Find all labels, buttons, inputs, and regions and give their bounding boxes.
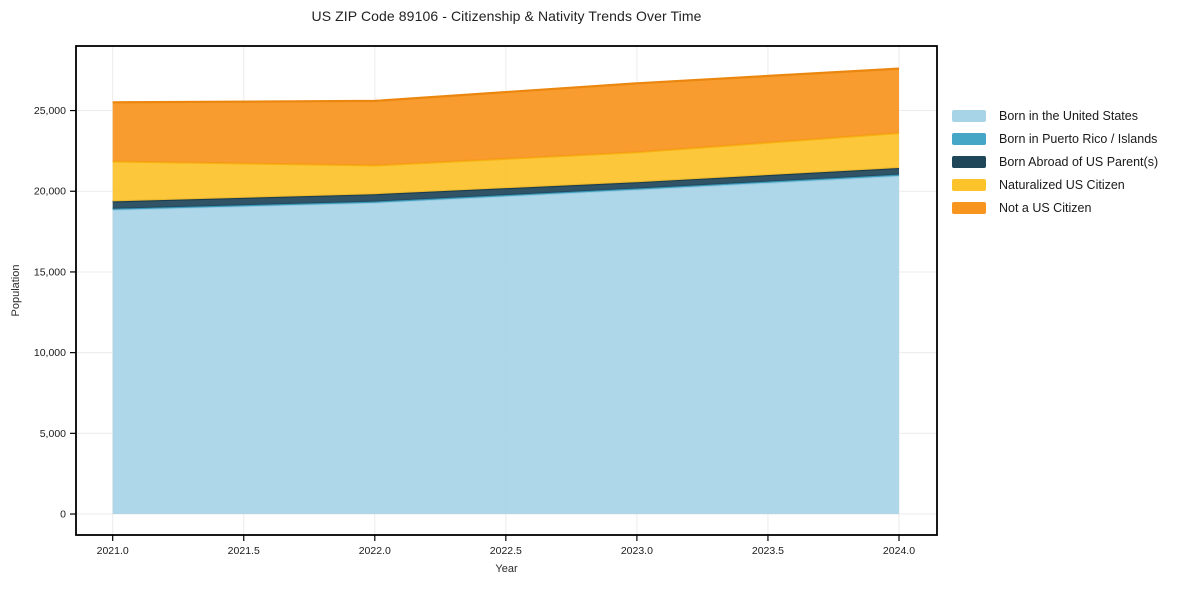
legend-swatch-icon	[952, 109, 986, 122]
x-tick-label: 2023.0	[621, 545, 653, 557]
x-tick-label: 2024.0	[883, 545, 915, 557]
chart-legend: Born in the United States Born in Puerto …	[952, 104, 1158, 219]
x-tick-label: 2022.5	[490, 545, 522, 557]
legend-item-born-abroad-of-us-parent-s: Born Abroad of US Parent(s)	[952, 150, 1158, 173]
plot-frame	[75, 45, 938, 536]
legend-swatch-icon	[952, 178, 986, 191]
y-tick-label: 20,000	[34, 186, 66, 198]
legend-label: Not a US Citizen	[999, 200, 1092, 215]
area-band-not-a-us-citizen	[112, 68, 899, 166]
y-tick-label: 5,000	[40, 428, 66, 440]
x-tick-label: 2021.0	[97, 545, 129, 557]
legend-label: Naturalized US Citizen	[999, 177, 1125, 192]
y-tick-label: 15,000	[34, 266, 66, 278]
x-tick-label: 2021.5	[228, 545, 260, 557]
legend-swatch-icon	[952, 201, 986, 214]
area-band-naturalized-us-citizen	[112, 133, 899, 202]
y-tick-label: 0	[60, 509, 66, 521]
x-axis-label: Year	[495, 563, 518, 575]
legend-label: Born in Puerto Rico / Islands	[999, 131, 1158, 146]
y-tick-label: 25,000	[34, 105, 66, 117]
legend-item-naturalized-us-citizen: Naturalized US Citizen	[952, 173, 1158, 196]
legend-item-born-in-puerto-rico-islands: Born in Puerto Rico / Islands	[952, 127, 1158, 150]
area-band-born-in-the-united-states	[112, 175, 899, 515]
legend-swatch-icon	[952, 155, 986, 168]
y-axis-label: Population	[10, 265, 22, 317]
x-tick-label: 2023.5	[752, 545, 784, 557]
y-tick-label: 10,000	[34, 347, 66, 359]
area-edge-not-a-us-citizen	[112, 67, 900, 104]
legend-item-born-in-the-united-states: Born in the United States	[952, 104, 1158, 127]
legend-item-not-a-us-citizen: Not a US Citizen	[952, 196, 1158, 219]
legend-label: Born in the United States	[999, 108, 1138, 123]
legend-swatch-icon	[952, 132, 986, 145]
x-tick-label: 2022.0	[359, 545, 391, 557]
chart-title: US ZIP Code 89106 - Citizenship & Nativi…	[311, 8, 702, 24]
legend-label: Born Abroad of US Parent(s)	[999, 154, 1159, 169]
